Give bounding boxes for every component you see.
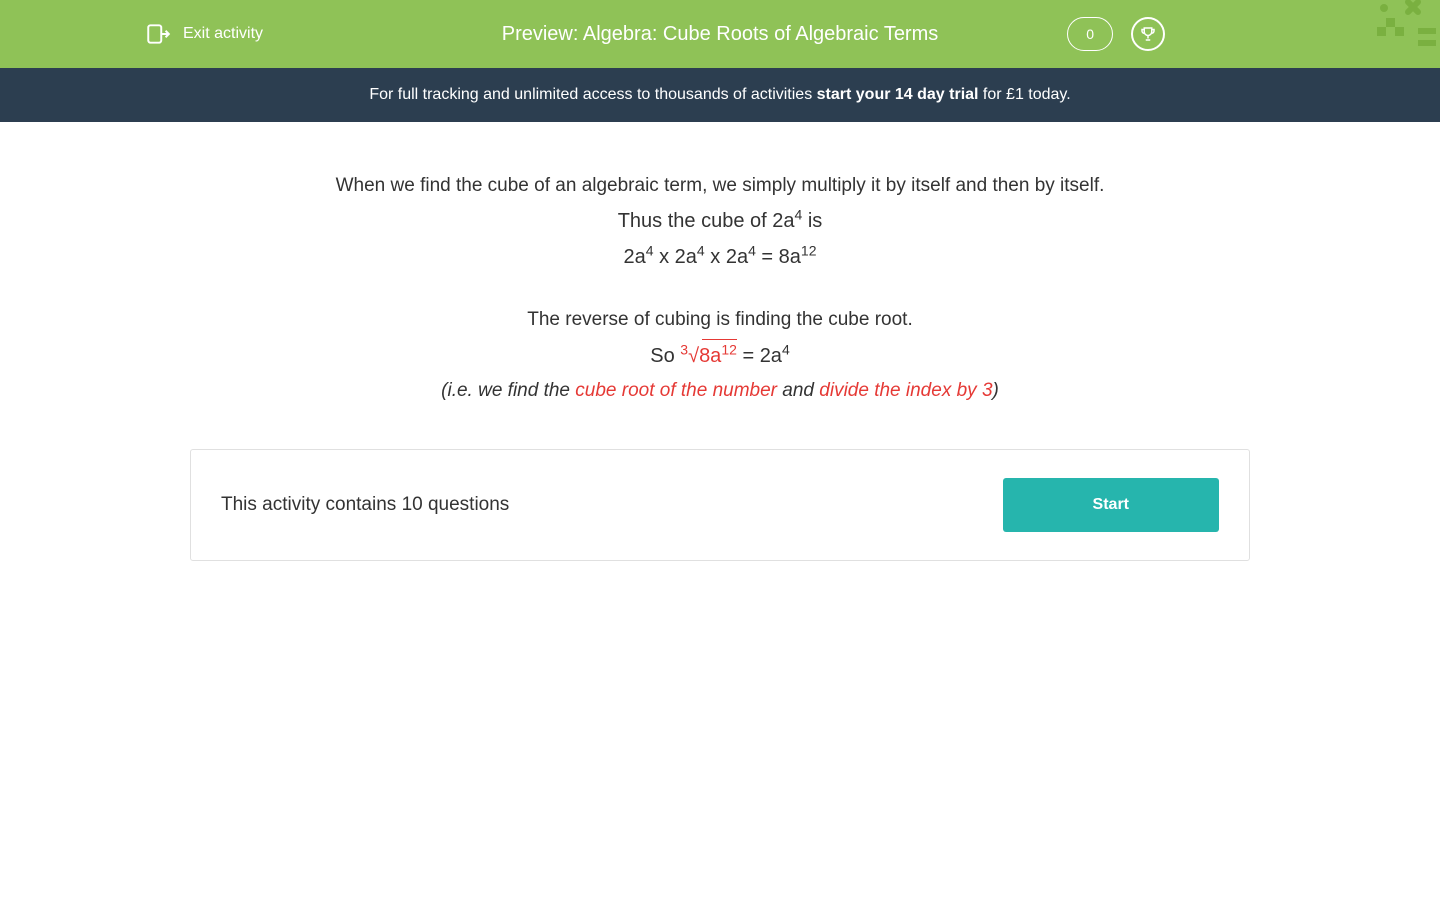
- trophy-icon[interactable]: [1131, 17, 1165, 51]
- lesson-line-1: When we find the cube of an algebraic te…: [190, 170, 1250, 202]
- exit-activity-label: Exit activity: [183, 25, 263, 43]
- lesson-line-3: 2a4 x 2a4 x 2a4 = 8a12: [190, 240, 1250, 274]
- activity-box: This activity contains 10 questions Star…: [190, 449, 1250, 561]
- page-title: Preview: Algebra: Cube Roots of Algebrai…: [502, 23, 939, 46]
- start-button[interactable]: Start: [1003, 478, 1219, 532]
- lesson-text: When we find the cube of an algebraic te…: [190, 170, 1250, 407]
- lesson-line-4: The reverse of cubing is finding the cub…: [190, 304, 1250, 336]
- exit-activity-button[interactable]: Exit activity: [145, 21, 263, 47]
- score-badge: 0: [1067, 17, 1113, 51]
- lesson-line-5: So 3√8a12 = 2a4: [190, 339, 1250, 373]
- header-right-controls: 0: [1067, 17, 1165, 51]
- activity-count-text: This activity contains 10 questions: [221, 494, 509, 516]
- lesson-line-2: Thus the cube of 2a4 is: [190, 204, 1250, 238]
- promo-bold: start your 14 day trial: [817, 86, 979, 103]
- header-bar: Exit activity Preview: Algebra: Cube Roo…: [0, 0, 1440, 68]
- corner-decoration-icon: [1372, 0, 1440, 68]
- promo-banner[interactable]: For full tracking and unlimited access t…: [0, 68, 1440, 122]
- content-area: When we find the cube of an algebraic te…: [170, 122, 1270, 561]
- promo-prefix: For full tracking and unlimited access t…: [369, 86, 816, 103]
- exit-icon: [145, 21, 171, 47]
- lesson-line-6: (i.e. we find the cube root of the numbe…: [190, 375, 1250, 407]
- promo-suffix: for £1 today.: [978, 86, 1070, 103]
